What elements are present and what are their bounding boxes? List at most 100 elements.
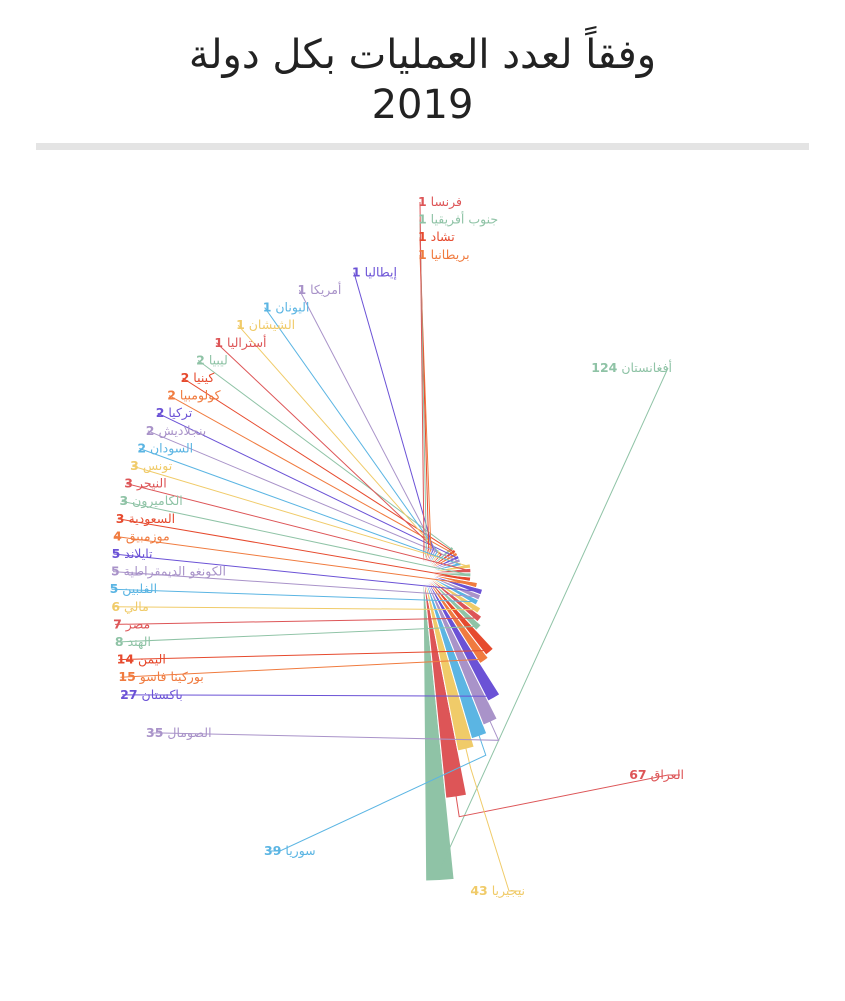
slice-30-label: إيطاليا 1 <box>352 264 397 279</box>
slice-10-value: 7 <box>113 616 122 631</box>
slice-13-value: 5 <box>111 564 120 579</box>
slice-25-label: ليبيا 2 <box>196 352 228 367</box>
slice-5-label: الصومال 35 <box>146 725 212 741</box>
slice-6-label: باكستان 27 <box>120 687 183 702</box>
slice-22-leader <box>157 412 458 559</box>
slice-27-label: الشيشان 1 <box>236 317 295 332</box>
slice-7-name: بوركينا فاسو <box>136 669 204 685</box>
slice-28-label: اليونان 1 <box>263 300 310 316</box>
slice-12-leader <box>111 588 476 603</box>
slice-3-name: نيجيريا <box>488 883 525 899</box>
slice-24-label: كينيا 2 <box>181 370 215 385</box>
slice-17-label: الكاميرون 3 <box>119 493 182 509</box>
slice-16-name: السعودية <box>125 511 176 527</box>
slice-20-label: السودان 2 <box>137 440 193 456</box>
slice-8-label: اليمن 14 <box>117 652 166 668</box>
slice-8-value: 14 <box>117 652 135 667</box>
slice-7-leader <box>120 658 484 678</box>
slice-4-name: سوريا <box>281 843 315 859</box>
slice-14-leader <box>113 553 480 592</box>
slice-14-value: 5 <box>112 546 121 561</box>
slice-17-leader <box>121 500 470 576</box>
slice-6-value: 27 <box>120 687 137 702</box>
slice-30-name: إيطاليا <box>361 264 397 279</box>
slice-14-wedge <box>422 572 484 596</box>
slice-15-wedge <box>422 572 479 589</box>
slice-32-label: تشاد 1 <box>418 229 455 244</box>
slice-19-value: 3 <box>130 458 139 473</box>
slice-12-label: الفلبين 5 <box>110 581 157 597</box>
slice-26-value: 1 <box>214 335 223 350</box>
slice-27-value: 1 <box>236 317 245 332</box>
slice-32-name: تشاد <box>427 229 455 244</box>
slice-14-label: تايلاند 5 <box>112 546 153 561</box>
slice-29-leader <box>298 289 436 551</box>
slice-2-value: 67 <box>629 767 646 782</box>
slice-18-name: النيجر <box>133 476 167 492</box>
slice-24-leader <box>182 377 454 553</box>
slice-33-label: جنوب أفريقيا 1 <box>418 211 498 228</box>
slice-26-name: أستراليا <box>223 334 266 351</box>
slice-4-leader <box>268 734 487 852</box>
slice-2-name: العراق <box>647 767 684 783</box>
slice-19-label: تونس 3 <box>130 458 173 474</box>
chart-title-line2: 2019 <box>371 82 474 128</box>
slice-11-leader <box>113 606 478 611</box>
slice-16-value: 3 <box>116 511 125 526</box>
slice-7-value: 15 <box>118 669 135 684</box>
slice-21-label: بنجلاديش 2 <box>146 423 206 439</box>
slice-27-leader <box>237 324 440 554</box>
slice-8-leader <box>118 650 489 661</box>
slice-7-label: بوركينا فاسو 15 <box>118 669 203 685</box>
slice-12-value: 5 <box>110 581 119 596</box>
slice-1-leader <box>438 367 669 871</box>
slice-21-name: بنجلاديش <box>154 423 206 439</box>
slice-20-value: 2 <box>137 440 146 455</box>
slice-34-label: فرنسا 1 <box>418 194 462 210</box>
slice-9-value: 8 <box>115 634 124 649</box>
slice-32-value: 1 <box>418 229 427 244</box>
slice-19-leader <box>132 465 469 567</box>
slice-17-name: الكاميرون <box>128 493 183 509</box>
slice-18-label: النيجر 3 <box>124 476 166 492</box>
slice-3-value: 43 <box>470 883 487 898</box>
slice-21-value: 2 <box>146 423 155 438</box>
slice-15-label: موزمبيق 4 <box>113 528 170 544</box>
slice-1-label: أفغانستان 124 <box>591 359 672 375</box>
slice-2-label: العراق 67 <box>629 767 684 783</box>
slice-1-name: أفغانستان <box>617 359 672 375</box>
slice-6-name: باكستان <box>138 687 183 702</box>
slice-24-name: كينيا <box>189 370 214 385</box>
slice-20-name: السودان <box>146 440 193 456</box>
slice-31-label: بريطانيا 1 <box>418 247 470 263</box>
slice-33-value: 1 <box>418 212 427 227</box>
slice-20-leader <box>139 447 460 565</box>
slice-8-wedge <box>422 572 495 656</box>
slice-31-name: بريطانيا <box>427 247 470 263</box>
chart-title-line1: وفقاً لعدد العمليات بكل دولة <box>188 32 657 78</box>
slice-6-wedge <box>422 572 501 702</box>
slice-25-value: 2 <box>196 352 205 367</box>
slice-11-wedge <box>422 572 482 615</box>
slice-28-value: 1 <box>263 300 272 315</box>
slice-23-leader <box>168 395 456 556</box>
slice-34-value: 1 <box>418 194 427 209</box>
slice-3-leader <box>465 747 521 892</box>
slice-22-label: تركيا 2 <box>156 405 193 421</box>
slice-9-leader <box>116 625 478 643</box>
slice-10-label: مصر 7 <box>113 616 150 632</box>
slice-19-name: تونس <box>139 458 173 474</box>
chart-wedges <box>422 544 501 882</box>
slice-25-name: ليبيا <box>205 352 228 367</box>
slice-33-name: جنوب أفريقيا <box>427 211 498 228</box>
slice-31-value: 1 <box>418 247 427 262</box>
slice-11-value: 6 <box>111 599 120 614</box>
slice-5-value: 35 <box>146 725 163 740</box>
slice-29-value: 1 <box>297 282 306 297</box>
slice-29-name: أمريكا <box>306 281 341 298</box>
slice-5-leader <box>150 720 500 741</box>
slice-34-leader <box>419 201 425 548</box>
slice-13-leader <box>112 571 479 598</box>
title-divider <box>36 143 809 150</box>
slice-21-leader <box>147 430 459 562</box>
